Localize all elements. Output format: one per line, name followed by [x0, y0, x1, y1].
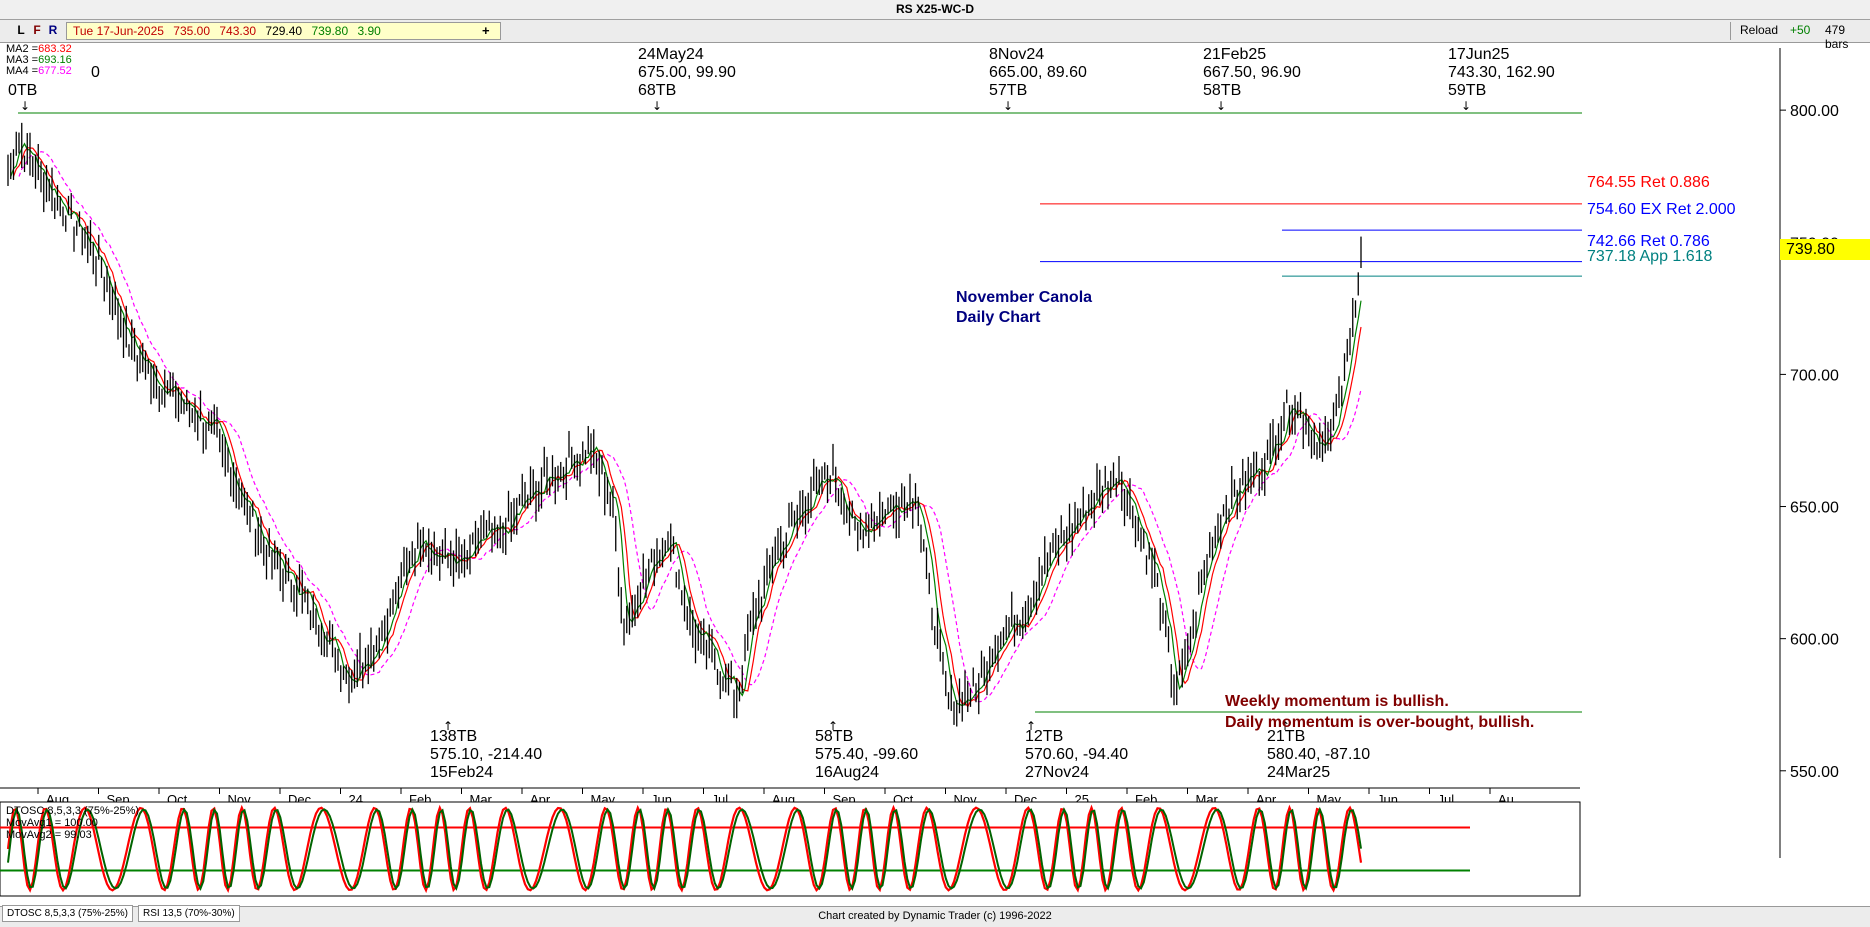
- legend-zero: 0: [91, 64, 100, 81]
- bar-low: 729.40: [265, 24, 303, 38]
- ma3-legend-item: MA3 =693.16: [6, 54, 72, 66]
- fib-button[interactable]: F: [33, 23, 41, 37]
- oscillator-legend: DTOSC 8,5,3,3 (75%-25%) MovAvg1 = 100.00…: [6, 805, 140, 841]
- movavg2-label: MovAvg2 = 99.03: [6, 829, 92, 841]
- pivot-high-label: 17Jun25 743.30, 162.90 59TB: [1448, 46, 1555, 99]
- tab-dtosc[interactable]: DTOSC 8,5,3,3 (75%-25%): [2, 905, 133, 922]
- pivot-low-label: 58TB 575.40, -99.60 16Aug24: [815, 728, 919, 781]
- bar-date: Tue 17-Jun-2025: [73, 24, 164, 38]
- y-tick-label: 700.00: [1790, 367, 1839, 384]
- reload-button[interactable]: Reload: [1740, 23, 1779, 37]
- pivot-low-label: 12TB 570.60, -94.40 27Nov24: [1025, 728, 1129, 781]
- tab-rsi[interactable]: RSI 13,5 (70%-30%): [138, 905, 240, 922]
- toolbar: L F R Tue 17-Jun-2025 735.00 743.30 729.…: [0, 20, 1870, 51]
- pivot-high-label: 24May24 675.00, 99.90 68TB: [638, 46, 736, 99]
- pivot-high-arrow: ↓: [1461, 99, 1471, 113]
- pivot-low-arrow: ↑: [443, 719, 453, 733]
- last-price-tag: 739.80: [1780, 239, 1870, 260]
- y-tick-label: 550.00: [1790, 764, 1839, 781]
- bar-close: 739.80: [311, 24, 349, 38]
- price-chart[interactable]: ↓↓↓↓↓↑↑↑↑ 800.00750.00700.00650.00600.00…: [0, 42, 1870, 906]
- bar-high: 743.30: [219, 24, 257, 38]
- add-50-button[interactable]: +50: [1790, 23, 1811, 37]
- pivot-high-label: 0TB: [8, 82, 38, 99]
- oscillator-slow-line: [7, 806, 1362, 892]
- chart-credit: Chart created by Dynamic Trader (c) 1996…: [818, 910, 1052, 922]
- level-label: 742.66 Ret 0.786: [1587, 233, 1710, 250]
- bar-change: 3.90: [357, 24, 381, 38]
- ma4-legend-item: MA4 =677.52: [6, 65, 72, 77]
- window-titlebar: RS X25-WC-D: [0, 0, 1870, 20]
- ma4-line: [18, 151, 1362, 703]
- pivot-high-arrow: ↓: [20, 99, 30, 113]
- toolbar-separator: [1730, 22, 1731, 40]
- y-tick-label: 800.00: [1790, 103, 1839, 120]
- pivot-low-arrow: ↑: [828, 719, 838, 733]
- level-label: 737.18 App 1.618: [1587, 248, 1713, 265]
- pivot-high-label: 21Feb25 667.50, 96.90 58TB: [1203, 46, 1301, 99]
- chart-title: November Canola Daily Chart: [956, 289, 1093, 326]
- pivot-low-label: 21TB 580.40, -87.10 24Mar25: [1267, 728, 1371, 781]
- pivot-low-label: 138TB 575.10, -214.40 15Feb24: [430, 728, 543, 781]
- ma2-legend-item: MA2 =683.32: [6, 43, 72, 55]
- pivot-high-label: 8Nov24 665.00, 89.60 57TB: [989, 46, 1087, 99]
- add-button[interactable]: +: [482, 23, 490, 38]
- level-label: 764.55 Ret 0.886: [1587, 174, 1710, 191]
- status-bar: DTOSC 8,5,3,3 (75%-25%) RSI 13,5 (70%-30…: [0, 905, 1870, 927]
- momentum-annotation: Weekly momentum is bullish. Daily moment…: [1225, 693, 1535, 731]
- ma2-line: [12, 147, 1362, 708]
- pivot-low-arrow: ↑: [1280, 719, 1290, 733]
- y-tick-label: 650.00: [1790, 500, 1839, 517]
- y-tick-label: 600.00: [1790, 632, 1839, 649]
- pivot-high-arrow: ↓: [1003, 99, 1013, 113]
- bar-info-box: Tue 17-Jun-2025 735.00 743.30 729.40 739…: [66, 22, 501, 40]
- bar-count: 479 bars: [1825, 23, 1849, 51]
- price-panel: [0, 48, 1780, 788]
- pivot-high-arrow: ↓: [652, 99, 662, 113]
- ratio-button[interactable]: R: [48, 23, 58, 37]
- level-label: 754.60 EX Ret 2.000: [1587, 201, 1736, 218]
- pivot-high-arrow: ↓: [1216, 99, 1226, 113]
- movavg1-label: MovAvg1 = 100.00: [6, 817, 98, 829]
- window-title: RS X25-WC-D: [895, 2, 974, 16]
- bar-open: 735.00: [173, 24, 210, 38]
- pivot-low-arrow: ↑: [1026, 719, 1036, 733]
- oscillator-fast-line: [6, 804, 1363, 894]
- ma-legend: MA2 =683.32 MA3 =693.16 MA4 =677.52: [6, 44, 72, 77]
- line-button[interactable]: L: [17, 23, 25, 37]
